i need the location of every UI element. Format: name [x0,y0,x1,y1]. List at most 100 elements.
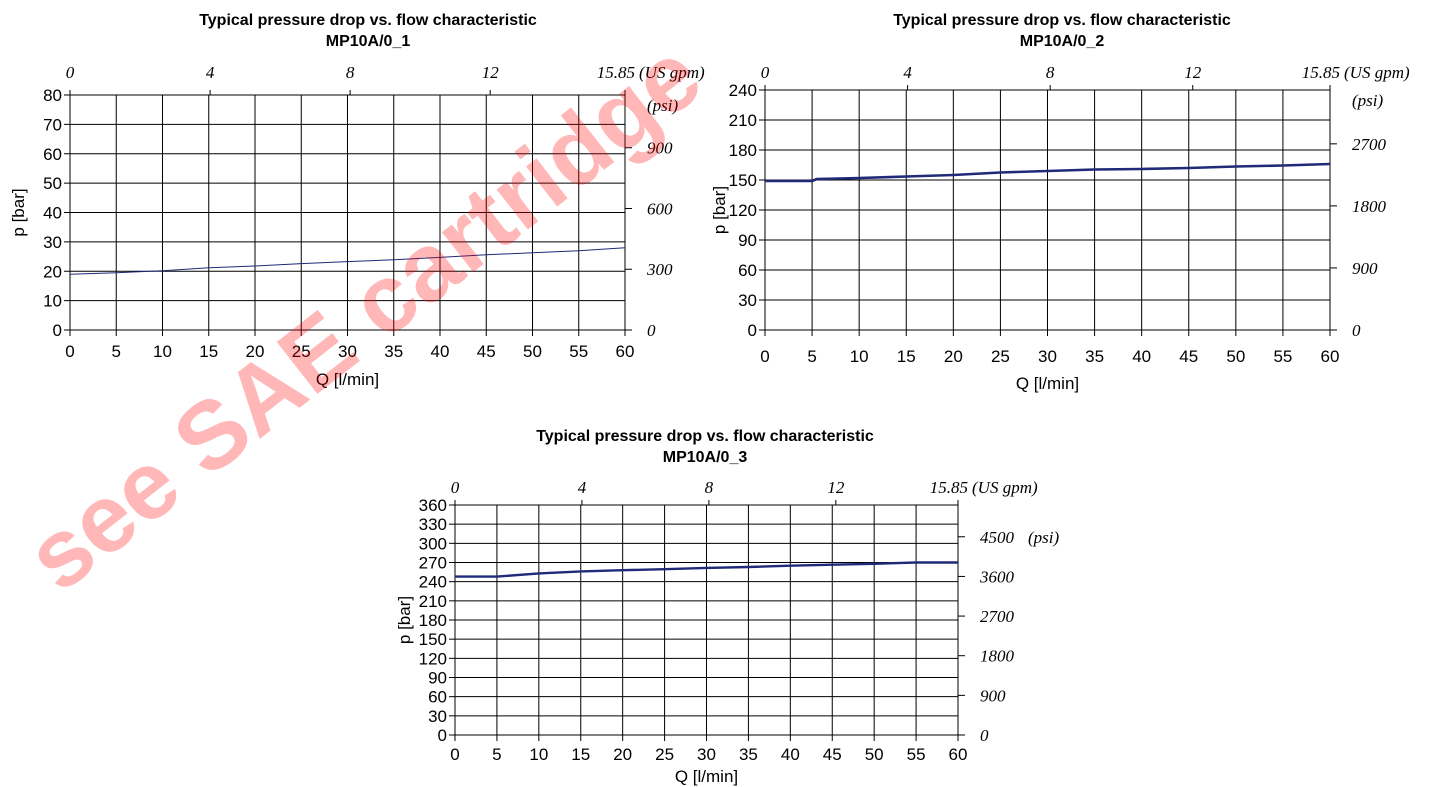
x-tick-label: 30 [1038,347,1057,366]
y-tick-label: 60 [43,145,62,164]
x-tick-label: 45 [1179,347,1198,366]
x-tick-label: 35 [384,342,403,361]
watermark: see SAE cartridge [7,21,720,611]
x-tick-label: 5 [807,347,816,366]
x2-tick-label: 12 [482,63,500,82]
x-tick-label: 10 [529,745,548,764]
x-tick-label: 0 [65,342,74,361]
y-axis-label: p [bar] [710,186,729,234]
y-tick-label: 50 [43,174,62,193]
y-tick-label: 30 [428,707,447,726]
x-tick-label: 40 [781,745,800,764]
y2-tick-label: 900 [647,139,673,158]
x2-tick-label: 12 [827,478,845,497]
series-line [765,162,1331,183]
y-tick-label: 120 [729,201,757,220]
y-tick-label: 210 [419,592,447,611]
x2-tick-label: 4 [578,478,587,497]
x-axis-label: Q [l/min] [316,370,379,389]
x-tick-label: 30 [338,342,357,361]
y-tick-label: 150 [419,630,447,649]
x2-tick-label: 15.85 [1302,63,1340,82]
y2-unit-label: (psi) [647,96,679,115]
x-tick-label: 50 [1226,347,1245,366]
y-tick-label: 240 [419,573,447,592]
x-tick-label: 15 [199,342,218,361]
y-tick-label: 210 [729,111,757,130]
y2-tick-label: 0 [647,321,656,340]
x-tick-label: 55 [907,745,926,764]
x2-tick-label: 4 [903,63,912,82]
x2-tick-label: 15.85 [930,478,968,497]
y-tick-label: 70 [43,115,62,134]
chart-title: Typical pressure drop vs. flow character… [199,12,537,29]
x-tick-label: 15 [571,745,590,764]
chart-subtitle: MP10A/0_2 [1020,33,1105,50]
y-tick-label: 180 [729,141,757,160]
x-tick-label: 20 [613,745,632,764]
x-tick-label: 60 [616,342,635,361]
y2-tick-label: 3600 [979,567,1015,586]
y-tick-label: 360 [419,496,447,515]
y2-tick-label: 300 [646,260,673,279]
x2-tick-label: 8 [1046,63,1055,82]
y-tick-label: 150 [729,171,757,190]
x2-tick-label: 15.85 [597,63,635,82]
chart-subtitle: MP10A/0_1 [326,33,411,50]
y2-tick-label: 2700 [980,607,1015,626]
x2-unit-label: (US gpm) [972,478,1038,497]
x-tick-label: 35 [739,745,758,764]
y-tick-label: 30 [738,291,757,310]
y2-tick-label: 900 [1352,259,1378,278]
x-tick-label: 10 [153,342,172,361]
x-tick-label: 30 [697,745,716,764]
x2-tick-label: 8 [346,63,355,82]
x-tick-label: 10 [850,347,869,366]
x2-tick-label: 4 [206,63,215,82]
y2-tick-label: 0 [1352,321,1361,340]
y-tick-label: 60 [738,261,757,280]
y-tick-label: 40 [43,204,62,223]
x-tick-label: 25 [292,342,311,361]
x-axis-label: Q [l/min] [1016,374,1079,393]
y2-tick-label: 900 [980,686,1006,705]
y-tick-label: 30 [43,233,62,252]
y-tick-label: 330 [419,515,447,534]
y2-unit-label: (psi) [1028,528,1060,547]
chart-title: Typical pressure drop vs. flow character… [536,428,874,445]
chart-title: Typical pressure drop vs. flow character… [893,12,1231,29]
y-tick-label: 300 [419,534,447,553]
y-tick-label: 90 [738,231,757,250]
y-tick-label: 240 [729,81,757,100]
x-axis-label: Q [l/min] [675,767,738,786]
chart-2: Typical pressure drop vs. flow character… [710,12,1410,393]
x-tick-label: 25 [991,347,1010,366]
x2-tick-label: 12 [1184,63,1202,82]
x-tick-label: 55 [569,342,588,361]
chart-subtitle: MP10A/0_3 [663,449,748,466]
y2-tick-label: 4500 [980,528,1015,547]
x-tick-label: 45 [477,342,496,361]
x-tick-label: 5 [492,745,501,764]
y-tick-label: 180 [419,611,447,630]
chart-3: Typical pressure drop vs. flow character… [395,428,1060,786]
x-tick-label: 60 [949,745,968,764]
y2-unit-label: (psi) [1352,91,1384,110]
y-tick-label: 80 [43,86,62,105]
y-tick-label: 120 [419,649,447,668]
x-tick-label: 5 [112,342,121,361]
y2-tick-label: 1800 [980,647,1015,666]
y-axis-label: p [bar] [395,596,414,644]
chart-1: Typical pressure drop vs. flow character… [9,12,705,389]
x-tick-label: 60 [1321,347,1340,366]
y2-tick-label: 0 [980,726,989,745]
series-line [455,561,958,578]
y-tick-label: 0 [438,726,447,745]
y2-tick-label: 600 [647,199,673,218]
y-tick-label: 20 [43,262,62,281]
y-tick-label: 90 [428,669,447,688]
x-tick-label: 15 [897,347,916,366]
series-line [69,247,626,275]
y-tick-label: 10 [43,292,62,311]
